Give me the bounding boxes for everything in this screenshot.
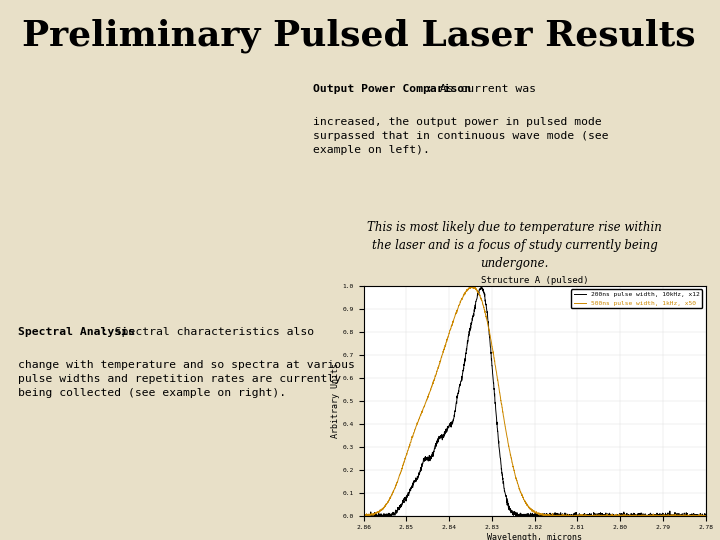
500ns pulse width, 1kHz, x50 bbox=[359, 512, 368, 518]
200ns pulse width, 10kHz, x12 bbox=[701, 512, 710, 518]
500ns pulse width, 1kHz, x50 bbox=[369, 510, 378, 517]
200ns pulse width, 10kHz, x12 bbox=[369, 512, 378, 518]
200ns pulse width, 10kHz, x12 bbox=[684, 512, 693, 519]
Text: Spectral Analysis: Spectral Analysis bbox=[18, 327, 135, 337]
Line: 200ns pulse width, 10kHz, x12: 200ns pulse width, 10kHz, x12 bbox=[364, 286, 706, 516]
Text: : As current was: : As current was bbox=[426, 84, 536, 94]
Title: Structure A (pulsed): Structure A (pulsed) bbox=[481, 276, 588, 286]
500ns pulse width, 1kHz, x50 bbox=[535, 511, 544, 518]
200ns pulse width, 10kHz, x12 bbox=[535, 512, 544, 519]
Text: change with temperature and so spectra at various
pulse widths and repetition ra: change with temperature and so spectra a… bbox=[18, 360, 355, 398]
Text: This is most likely due to temperature rise within
the laser and is a focus of s: This is most likely due to temperature r… bbox=[367, 221, 662, 271]
Line: 500ns pulse width, 1kHz, x50: 500ns pulse width, 1kHz, x50 bbox=[364, 286, 706, 516]
200ns pulse width, 10kHz, x12 bbox=[359, 512, 368, 519]
500ns pulse width, 1kHz, x50 bbox=[432, 370, 441, 377]
200ns pulse width, 10kHz, x12 bbox=[432, 443, 441, 450]
500ns pulse width, 1kHz, x50 bbox=[468, 283, 477, 289]
Text: Output Power Comparison: Output Power Comparison bbox=[313, 84, 472, 94]
500ns pulse width, 1kHz, x50 bbox=[701, 512, 710, 519]
Text: Preliminary Pulsed Laser Results: Preliminary Pulsed Laser Results bbox=[22, 19, 696, 53]
X-axis label: Wavelength, microns: Wavelength, microns bbox=[487, 533, 582, 540]
500ns pulse width, 1kHz, x50 bbox=[684, 512, 693, 519]
Text: : Spectral characteristics also: : Spectral characteristics also bbox=[102, 327, 315, 337]
Text: increased, the output power in pulsed mode
surpassed that in continuous wave mod: increased, the output power in pulsed mo… bbox=[313, 117, 609, 155]
200ns pulse width, 10kHz, x12 bbox=[369, 512, 377, 519]
200ns pulse width, 10kHz, x12 bbox=[477, 283, 485, 289]
500ns pulse width, 1kHz, x50 bbox=[544, 511, 553, 518]
500ns pulse width, 1kHz, x50 bbox=[369, 511, 378, 518]
Legend: 200ns pulse width, 10kHz, x12, 500ns pulse width, 1kHz, x50: 200ns pulse width, 10kHz, x12, 500ns pul… bbox=[571, 289, 703, 308]
Y-axis label: Arbitrary Units: Arbitrary Units bbox=[331, 363, 340, 438]
200ns pulse width, 10kHz, x12 bbox=[544, 511, 552, 518]
200ns pulse width, 10kHz, x12 bbox=[701, 512, 710, 519]
